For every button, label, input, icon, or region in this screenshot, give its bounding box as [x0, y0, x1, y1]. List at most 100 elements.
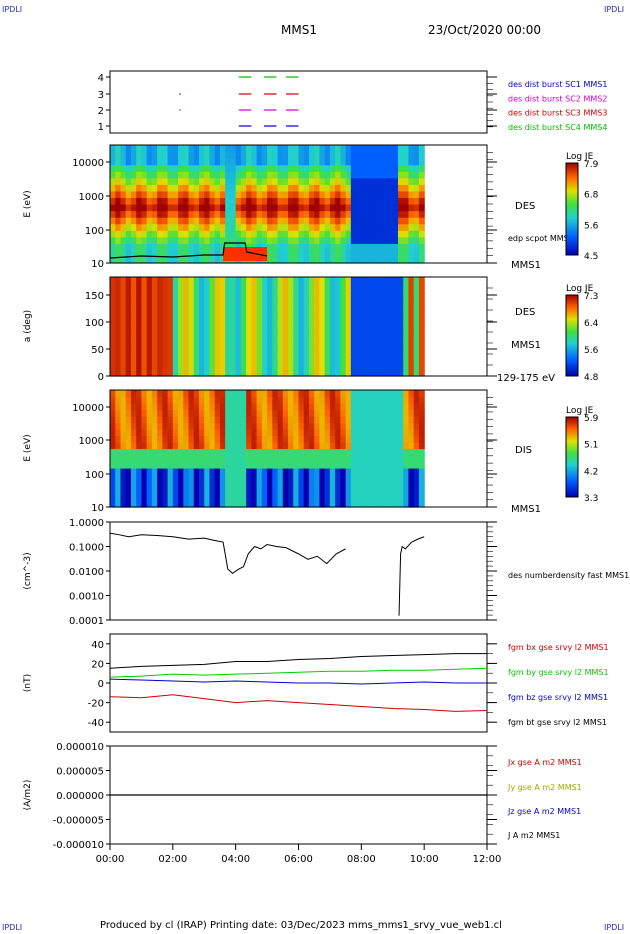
des-pitch-cell — [345, 277, 352, 284]
des-energy-cell — [267, 184, 273, 192]
dis-energy-cell — [246, 422, 252, 430]
des-energy-cell — [157, 249, 163, 258]
des-energy-cell — [204, 223, 211, 231]
des-energy-cell — [340, 256, 347, 264]
des-energy-cell — [151, 204, 158, 212]
dis-energy-cell — [225, 422, 232, 430]
des-pitch-cell — [392, 359, 399, 366]
dis-energy-cell — [172, 468, 179, 476]
dis-energy-cell — [371, 416, 378, 424]
dis-energy-ytick-label: 100 — [85, 470, 104, 481]
des-pitch-cell — [183, 277, 190, 284]
des-energy-cell — [235, 184, 242, 192]
des-pitch-cell — [240, 326, 247, 333]
des-energy-cell — [261, 158, 268, 166]
des-pitch-cell — [219, 282, 226, 289]
dis-energy-cell — [314, 481, 321, 489]
des-energy-cell — [209, 171, 216, 179]
dis-energy-cell — [403, 448, 410, 456]
des-energy-cell — [172, 223, 179, 231]
des-pitch-cell — [125, 315, 132, 322]
dis-energy-cell — [120, 481, 127, 489]
des-pitch-cell — [256, 354, 263, 361]
des-pitch-cell — [277, 299, 284, 306]
dis-energy-cell — [110, 396, 116, 404]
dis-energy-cell — [267, 403, 273, 411]
des-energy-cell — [209, 230, 216, 238]
time-axis-tick-label: 08:00 — [347, 854, 376, 865]
des-energy-cell — [246, 151, 252, 159]
des-energy-cell — [371, 145, 378, 153]
des-energy-cell — [204, 177, 211, 185]
des-energy-cell — [130, 190, 137, 199]
des-pitch-cell — [345, 310, 352, 317]
des-energy-cell — [219, 243, 226, 251]
bfield-series-label: fgm by gse srvy l2 MMS1 — [508, 668, 609, 677]
des-energy-cell — [277, 184, 284, 192]
des-pitch-cell — [167, 310, 174, 317]
dis-energy-cell — [377, 396, 383, 404]
des-pitch-cell — [219, 299, 226, 306]
des-pitch-cell — [246, 337, 252, 344]
des-pitch-cell — [110, 370, 116, 377]
des-pitch-cell — [335, 321, 341, 328]
des-pitch-cell — [136, 348, 143, 355]
des-pitch-cell — [392, 337, 399, 344]
des-pitch-colorbar-tick: 7.3 — [584, 292, 598, 302]
des-energy-cell — [277, 171, 284, 179]
dis-energy-cell — [418, 403, 425, 411]
dis-energy-cell — [408, 474, 415, 482]
des-energy-cell — [157, 158, 163, 166]
dis-energy-cell — [272, 442, 279, 450]
des-pitch-cell — [418, 293, 425, 300]
des-pitch-sc-label: MMS1 — [511, 340, 541, 351]
des-energy-cell — [366, 204, 373, 212]
des-energy-cell — [125, 204, 132, 212]
des-energy-cell — [214, 236, 221, 244]
dis-energy-cell — [267, 390, 273, 398]
des-pitch-cell — [366, 288, 373, 295]
des-pitch-cell — [340, 293, 347, 300]
dis-energy-cell — [340, 455, 347, 463]
des-pitch-cell — [403, 354, 410, 361]
des-pitch-cell — [120, 337, 127, 344]
dis-energy-cell — [340, 416, 347, 424]
des-pitch-cell — [130, 332, 137, 339]
dis-energy-cell — [146, 461, 153, 469]
des-pitch-cell — [329, 315, 336, 322]
des-pitch-ytick-label: 100 — [85, 318, 104, 329]
dis-energy-cell — [377, 468, 383, 476]
des-pitch-cell — [130, 365, 137, 372]
des-pitch-cell — [350, 321, 357, 328]
des-pitch-cell — [172, 293, 179, 300]
des-pitch-cell — [371, 282, 378, 289]
des-energy-cell — [130, 164, 137, 172]
bfield-series-line — [109, 678, 487, 685]
des-pitch-cell — [314, 326, 321, 333]
des-energy-cell — [219, 164, 226, 172]
dis-energy-cell — [298, 409, 305, 417]
des-pitch-cell — [193, 310, 200, 317]
des-energy-cell — [240, 184, 247, 192]
des-energy-cell — [324, 249, 331, 258]
des-pitch-cell — [115, 359, 122, 366]
des-pitch-cell — [146, 337, 153, 344]
des-pitch-cell — [288, 282, 294, 289]
des-energy-cell — [288, 164, 294, 172]
des-pitch-cell — [288, 293, 294, 300]
des-energy-cell — [403, 190, 410, 199]
dis-energy-cell — [162, 455, 169, 463]
des-pitch-cell — [413, 370, 420, 377]
des-energy-cell — [125, 177, 132, 185]
des-energy-cell — [246, 243, 252, 251]
dis-energy-cell — [418, 409, 425, 417]
dis-energy-cell — [329, 455, 336, 463]
dis-energy-cell — [240, 448, 247, 456]
des-energy-cell — [125, 158, 132, 166]
dis-energy-cell — [230, 487, 237, 495]
des-pitch-cell — [397, 304, 404, 311]
des-energy-cell — [329, 197, 336, 205]
dis-energy-cell — [214, 390, 221, 398]
dis-energy-cell — [319, 461, 326, 469]
des-pitch-cell — [230, 304, 237, 311]
